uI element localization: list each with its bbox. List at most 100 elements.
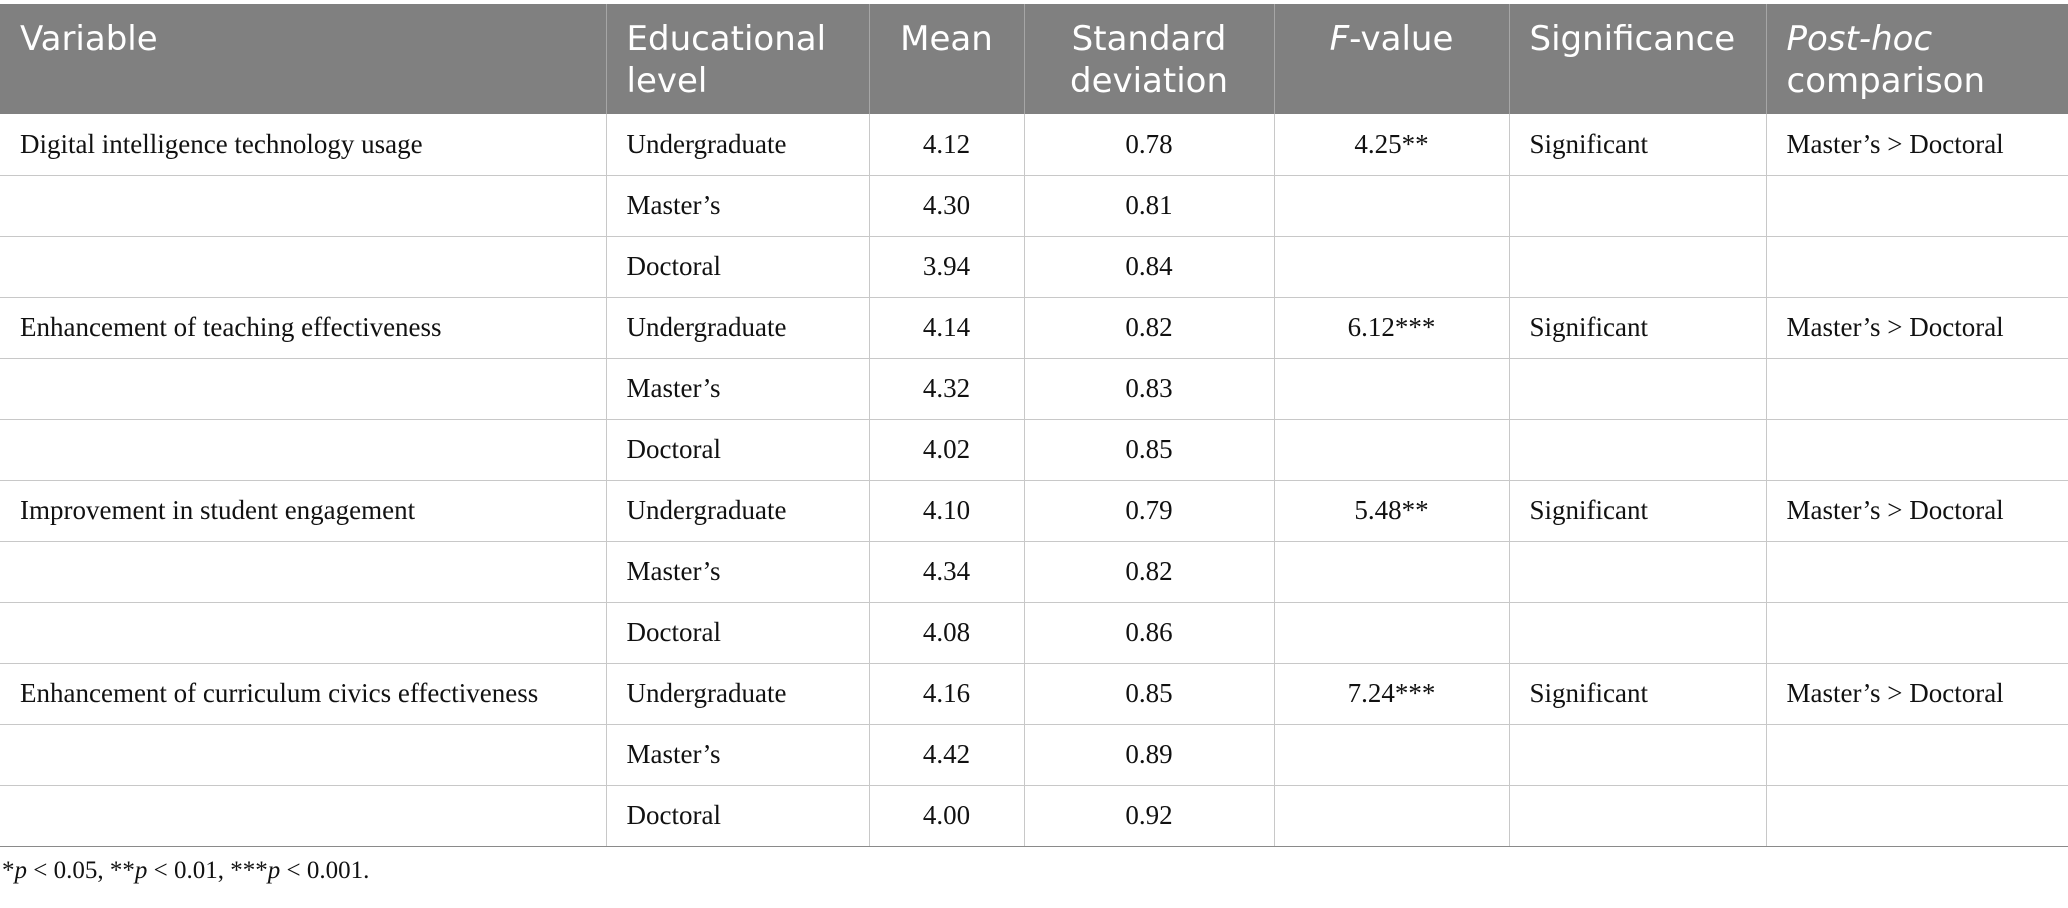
cell-standard-deviation: 0.92 bbox=[1023, 785, 1274, 847]
table-row: Enhancement of teaching effectiveness Und… bbox=[0, 297, 2068, 359]
header-post-hoc-italic: Post-hoc bbox=[1786, 19, 1933, 59]
cell-educational-level: Undergraduate bbox=[605, 114, 869, 176]
header-variable: Variable bbox=[0, 4, 606, 114]
header-post-hoc: Post-hoc comparison bbox=[1765, 4, 2068, 114]
cell-mean: 4.32 bbox=[868, 358, 1024, 420]
cell-standard-deviation: 0.84 bbox=[1023, 236, 1274, 298]
cell-variable: Digital intelligence technology usage bbox=[0, 114, 606, 176]
table-footnote: *p < 0.05, **p < 0.01, ***p < 0.001. bbox=[0, 847, 2068, 885]
table-row: Digital intelligence technology usage Und… bbox=[0, 114, 2068, 176]
header-f-italic: F bbox=[1329, 19, 1350, 59]
cell-variable bbox=[0, 419, 606, 481]
table-row: Doctoral 3.94 0.84 bbox=[0, 236, 2068, 298]
header-f-value: F-value bbox=[1273, 4, 1509, 114]
header-mean: Mean bbox=[868, 4, 1024, 114]
header-post-hoc-rest: comparison bbox=[1786, 61, 1986, 101]
header-f-rest: -value bbox=[1349, 19, 1454, 59]
cell-significance bbox=[1508, 724, 1766, 786]
cell-educational-level: Master’s bbox=[605, 724, 869, 786]
cell-mean: 4.30 bbox=[868, 175, 1024, 237]
cell-post-hoc: Master’s > Doctoral bbox=[1765, 297, 2068, 359]
footnote-part-italic: p bbox=[134, 856, 148, 884]
table-row: Master’s 4.34 0.82 bbox=[0, 541, 2068, 603]
cell-mean: 4.16 bbox=[868, 663, 1024, 725]
cell-educational-level: Doctoral bbox=[605, 419, 869, 481]
cell-significance: Significant bbox=[1508, 663, 1766, 725]
table-header-row: Variable Educational level Mean Standard… bbox=[0, 4, 2068, 114]
cell-standard-deviation: 0.89 bbox=[1023, 724, 1274, 786]
cell-post-hoc: Master’s > Doctoral bbox=[1765, 663, 2068, 725]
cell-standard-deviation: 0.79 bbox=[1023, 480, 1274, 542]
footnote-part-italic: p bbox=[14, 856, 28, 884]
cell-significance bbox=[1508, 358, 1766, 420]
cell-variable bbox=[0, 724, 606, 786]
cell-variable bbox=[0, 358, 606, 420]
table-row: Doctoral 4.02 0.85 bbox=[0, 419, 2068, 481]
cell-mean: 4.10 bbox=[868, 480, 1024, 542]
cell-mean: 4.00 bbox=[868, 785, 1024, 847]
cell-f-value bbox=[1273, 541, 1509, 603]
cell-standard-deviation: 0.86 bbox=[1023, 602, 1274, 664]
table-row: Doctoral 4.08 0.86 bbox=[0, 602, 2068, 664]
table-body: Digital intelligence technology usage Und… bbox=[0, 114, 2068, 847]
table-row: Improvement in student engagement Undergr… bbox=[0, 480, 2068, 542]
cell-educational-level: Doctoral bbox=[605, 236, 869, 298]
cell-f-value bbox=[1273, 175, 1509, 237]
cell-mean: 4.08 bbox=[868, 602, 1024, 664]
cell-significance: Significant bbox=[1508, 297, 1766, 359]
header-significance: Significance bbox=[1508, 4, 1766, 114]
cell-variable bbox=[0, 602, 606, 664]
cell-variable bbox=[0, 175, 606, 237]
cell-post-hoc bbox=[1765, 541, 2068, 603]
cell-variable bbox=[0, 785, 606, 847]
cell-educational-level: Doctoral bbox=[605, 602, 869, 664]
header-standard-deviation: Standard deviation bbox=[1023, 4, 1274, 114]
footnote-part: * bbox=[2, 856, 15, 884]
cell-educational-level: Master’s bbox=[605, 541, 869, 603]
cell-f-value: 5.48** bbox=[1273, 480, 1509, 542]
cell-educational-level: Undergraduate bbox=[605, 297, 869, 359]
cell-post-hoc: Master’s > Doctoral bbox=[1765, 114, 2068, 176]
cell-significance bbox=[1508, 541, 1766, 603]
cell-f-value bbox=[1273, 419, 1509, 481]
header-educational-level: Educational level bbox=[605, 4, 869, 114]
cell-post-hoc: Master’s > Doctoral bbox=[1765, 480, 2068, 542]
cell-standard-deviation: 0.82 bbox=[1023, 541, 1274, 603]
cell-f-value bbox=[1273, 236, 1509, 298]
cell-significance bbox=[1508, 175, 1766, 237]
cell-f-value: 7.24*** bbox=[1273, 663, 1509, 725]
cell-mean: 4.02 bbox=[868, 419, 1024, 481]
cell-standard-deviation: 0.85 bbox=[1023, 663, 1274, 725]
cell-f-value bbox=[1273, 724, 1509, 786]
cell-standard-deviation: 0.78 bbox=[1023, 114, 1274, 176]
cell-standard-deviation: 0.83 bbox=[1023, 358, 1274, 420]
cell-post-hoc bbox=[1765, 175, 2068, 237]
results-table-container: Variable Educational level Mean Standard… bbox=[0, 4, 2068, 885]
cell-post-hoc bbox=[1765, 785, 2068, 847]
cell-variable bbox=[0, 236, 606, 298]
cell-significance: Significant bbox=[1508, 114, 1766, 176]
cell-significance bbox=[1508, 602, 1766, 664]
cell-post-hoc bbox=[1765, 358, 2068, 420]
cell-post-hoc bbox=[1765, 724, 2068, 786]
cell-significance bbox=[1508, 419, 1766, 481]
cell-educational-level: Undergraduate bbox=[605, 663, 869, 725]
cell-educational-level: Undergraduate bbox=[605, 480, 869, 542]
table-row: Master’s 4.30 0.81 bbox=[0, 175, 2068, 237]
cell-variable: Enhancement of teaching effectiveness bbox=[0, 297, 606, 359]
cell-f-value bbox=[1273, 358, 1509, 420]
cell-mean: 4.42 bbox=[868, 724, 1024, 786]
cell-mean: 4.12 bbox=[868, 114, 1024, 176]
cell-variable bbox=[0, 541, 606, 603]
cell-variable: Enhancement of curriculum civics effecti… bbox=[0, 663, 606, 725]
cell-standard-deviation: 0.82 bbox=[1023, 297, 1274, 359]
cell-educational-level: Doctoral bbox=[605, 785, 869, 847]
cell-mean: 4.34 bbox=[868, 541, 1024, 603]
footnote-part: < 0.05, ** bbox=[27, 856, 135, 884]
table-row: Enhancement of curriculum civics effecti… bbox=[0, 663, 2068, 725]
table-row: Master’s 4.42 0.89 bbox=[0, 724, 2068, 786]
footnote-part: < 0.01, *** bbox=[147, 856, 268, 884]
cell-mean: 4.14 bbox=[868, 297, 1024, 359]
cell-significance bbox=[1508, 785, 1766, 847]
cell-post-hoc bbox=[1765, 602, 2068, 664]
